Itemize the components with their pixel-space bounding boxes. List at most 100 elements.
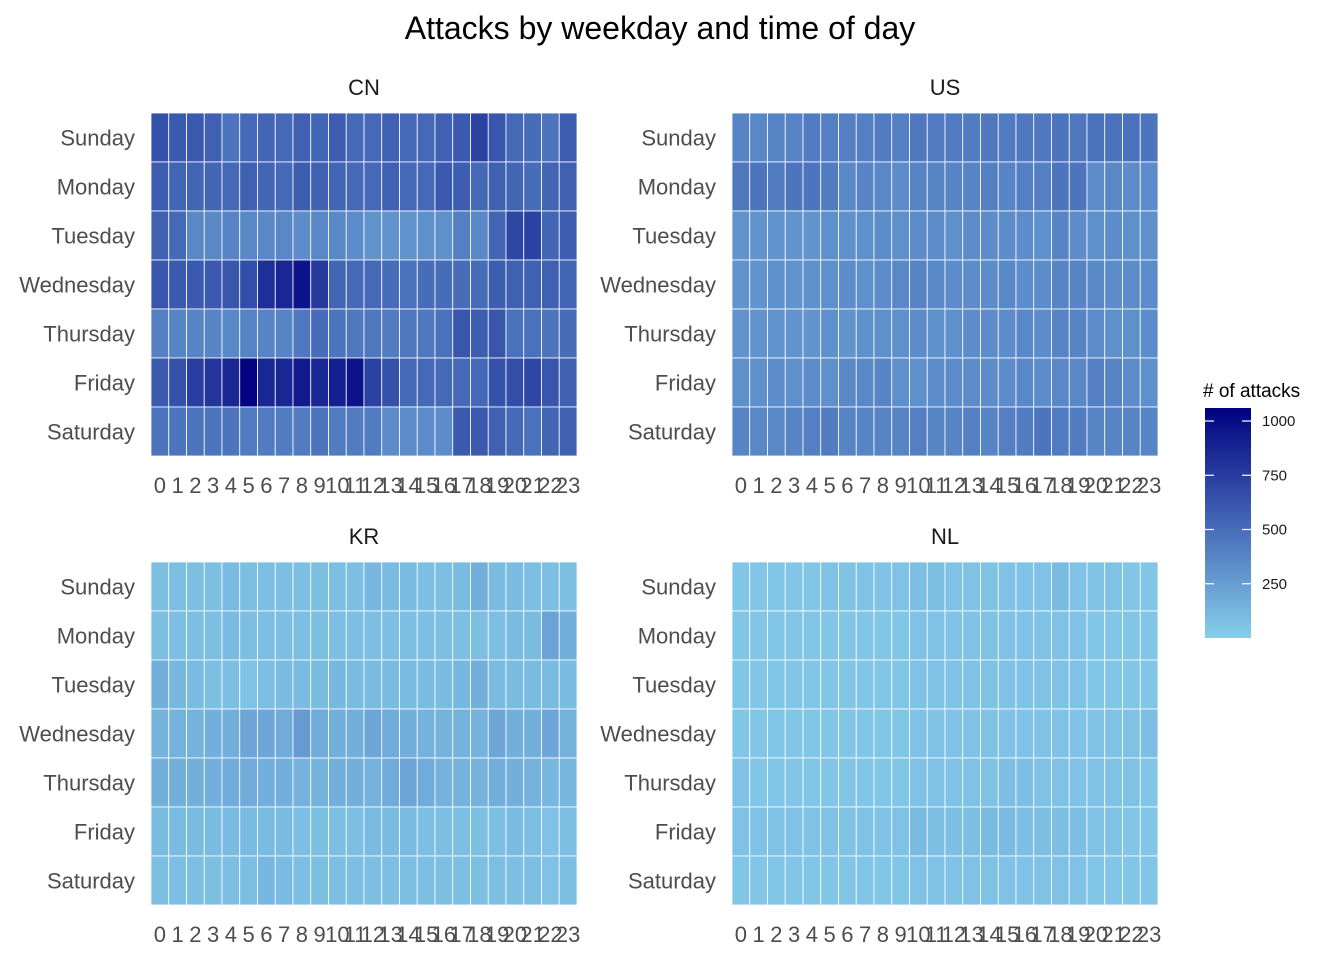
- heatmap-cell: [784, 855, 804, 906]
- heatmap-cell: [523, 757, 542, 808]
- heatmap-cell: [749, 757, 768, 808]
- heatmap-cell: [274, 112, 294, 163]
- heatmap-cell: [802, 561, 822, 612]
- heatmap-cell: [1104, 610, 1123, 661]
- day-label: Saturday: [628, 420, 716, 445]
- heatmap-cell: [838, 855, 857, 906]
- heatmap-cell: [926, 659, 946, 710]
- heatmap-cell: [203, 561, 223, 612]
- heatmap-cell: [487, 659, 507, 710]
- heatmap-cell: [470, 161, 489, 212]
- heatmap-cell: [487, 757, 507, 808]
- heatmap-cell: [1086, 161, 1106, 212]
- heatmap-cell: [731, 708, 751, 759]
- heatmap-cell: [1033, 610, 1052, 661]
- heatmap-cell: [1139, 210, 1159, 261]
- heatmap-cell: [1122, 708, 1141, 759]
- heatmap-cell: [292, 561, 312, 612]
- heatmap-cell: [470, 112, 489, 163]
- heatmap-cell: [416, 757, 436, 808]
- heatmap-cell: [767, 610, 786, 661]
- heatmap-cell: [150, 757, 170, 808]
- heatmap-cell: [838, 357, 857, 408]
- heatmap-cell: [168, 161, 187, 212]
- heatmap-cell: [399, 610, 418, 661]
- heatmap-cell: [1015, 259, 1035, 310]
- heatmap-cell: [292, 406, 312, 457]
- heatmap-cell: [363, 659, 383, 710]
- heatmap-cell: [891, 659, 910, 710]
- heatmap-cell: [186, 259, 205, 310]
- heatmap-cell: [310, 855, 329, 906]
- panel-nl: NL Sunday Monday Tuesday Wednesday Thursday Fr…: [600, 524, 1161, 947]
- heatmap-cell: [873, 161, 893, 212]
- heatmap-cell: [767, 406, 786, 457]
- hour-label: 2: [770, 473, 782, 498]
- heatmap-cell: [168, 708, 187, 759]
- heatmap-cell: [257, 161, 276, 212]
- heatmap-cell: [891, 708, 910, 759]
- hour-label: 10: [325, 922, 349, 947]
- hour-label: 20: [503, 922, 527, 947]
- heatmap-cell: [944, 757, 964, 808]
- heatmap-cell: [203, 210, 223, 261]
- heatmap-cell: [345, 357, 365, 408]
- heatmap-cell: [239, 708, 258, 759]
- heatmap-cell: [749, 708, 768, 759]
- heatmap-cell: [541, 357, 560, 408]
- heatmap-cell: [257, 659, 276, 710]
- hour-label: 13: [378, 922, 402, 947]
- heatmap-cell: [310, 806, 329, 857]
- heatmap-cell: [274, 406, 294, 457]
- heatmap-cell: [452, 806, 471, 857]
- heatmap-cell: [399, 210, 418, 261]
- heatmap-cell: [1051, 112, 1070, 163]
- heatmap-cell: [1086, 357, 1106, 408]
- heatmap-cell: [541, 855, 560, 906]
- hour-label: 8: [877, 473, 889, 498]
- heatmap-cell: [1086, 855, 1106, 906]
- heatmap-cell: [541, 308, 560, 359]
- heatmap-cell: [150, 561, 170, 612]
- heatmap-cell: [1051, 610, 1070, 661]
- heatmap-cell: [203, 357, 223, 408]
- hour-label: 19: [485, 922, 509, 947]
- heatmap-cell: [416, 259, 436, 310]
- heatmap-cell: [980, 112, 999, 163]
- heatmap-cell: [891, 806, 910, 857]
- heatmap-cell: [767, 708, 786, 759]
- heatmap-cell: [239, 259, 258, 310]
- heatmap-cell: [1068, 210, 1088, 261]
- heatmap-cell: [523, 161, 542, 212]
- heatmap-cell: [150, 112, 170, 163]
- heatmap-cell: [310, 259, 329, 310]
- hour-label: 12: [361, 473, 385, 498]
- heatmap-cell: [1122, 112, 1141, 163]
- heatmap-cell: [820, 308, 839, 359]
- heatmap-cell: [855, 112, 875, 163]
- heatmap-cell: [838, 659, 857, 710]
- heatmap-cell: [523, 357, 542, 408]
- heatmap-cell: [838, 708, 857, 759]
- heatmap-cell: [505, 112, 525, 163]
- heatmap-cell: [891, 757, 910, 808]
- heatmap-cell: [274, 259, 294, 310]
- heatmap-cell: [150, 659, 170, 710]
- heatmap-cell: [731, 806, 751, 857]
- heatmap-cell: [186, 161, 205, 212]
- hour-label: 22: [538, 473, 562, 498]
- heatmap-cell: [980, 406, 999, 457]
- panel-label: NL: [931, 524, 959, 549]
- heatmap-cell: [838, 210, 857, 261]
- heatmap-cell: [257, 806, 276, 857]
- heatmap-cell: [470, 855, 489, 906]
- heatmap-cell: [1086, 659, 1106, 710]
- heatmap-cell: [274, 610, 294, 661]
- hour-label: 6: [260, 922, 272, 947]
- heatmap-cell: [1122, 757, 1141, 808]
- heatmap-cell: [452, 308, 471, 359]
- hour-label: 17: [449, 473, 473, 498]
- heatmap-cell: [381, 112, 400, 163]
- heatmap-cell: [1015, 806, 1035, 857]
- heatmap-cell: [363, 161, 383, 212]
